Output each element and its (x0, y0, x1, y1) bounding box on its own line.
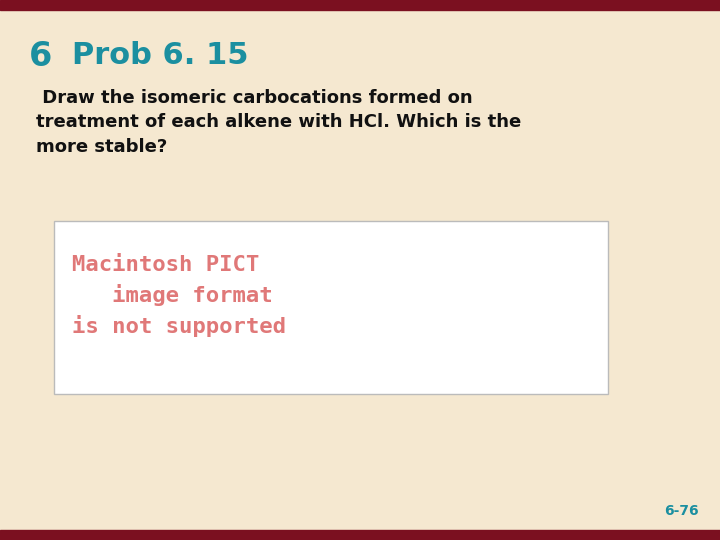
Text: Draw the isomeric carbocations formed on
treatment of each alkene with HCl. Whic: Draw the isomeric carbocations formed on… (36, 89, 521, 156)
Text: 6: 6 (29, 40, 52, 73)
Text: Prob 6. 15: Prob 6. 15 (72, 40, 248, 70)
Bar (0, 530, 720, 540)
Bar (0, 0, 720, 10)
Text: Macintosh PICT
   image format
is not supported: Macintosh PICT image format is not suppo… (72, 255, 286, 337)
Text: 6-76: 6-76 (664, 504, 698, 518)
Bar (54, 221, 608, 394)
